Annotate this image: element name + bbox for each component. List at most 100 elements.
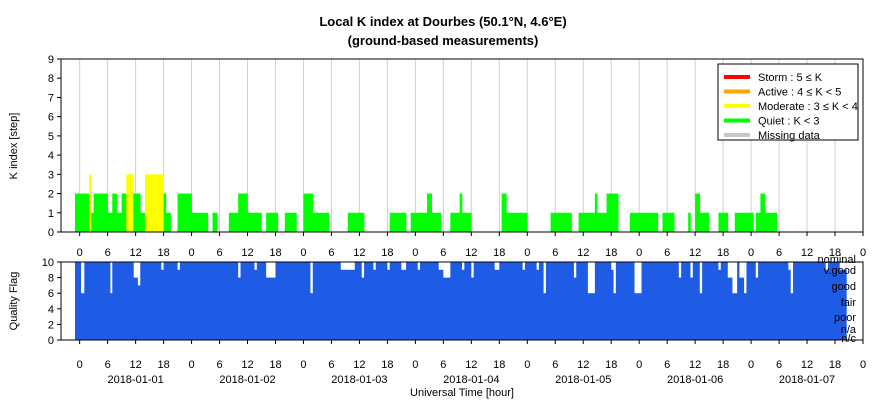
k-y-tick-label: 0 — [48, 227, 54, 239]
quality-level-label: fair — [841, 297, 857, 309]
k-bar — [291, 212, 295, 232]
k-x-tick-label: 12 — [801, 247, 813, 259]
quality-dip — [401, 262, 407, 270]
k-bar — [238, 193, 241, 232]
k-bar — [123, 193, 127, 232]
k-bar — [240, 193, 244, 232]
k-bar — [396, 212, 400, 232]
k-bar — [100, 193, 104, 232]
quality-level-label: poor — [834, 312, 856, 324]
k-bar — [550, 212, 554, 232]
quality-dip — [536, 262, 539, 270]
k-bar — [156, 174, 160, 232]
quality-dip — [373, 262, 376, 270]
k-bar — [646, 212, 649, 232]
quality-dip — [839, 262, 847, 270]
k-bar — [254, 212, 258, 232]
k-bar — [242, 193, 246, 232]
k-y-tick-label: 9 — [48, 54, 54, 66]
k-x-tick-label: 6 — [664, 247, 670, 259]
k-x-tick-label: 18 — [717, 247, 729, 259]
k-bar — [305, 193, 309, 232]
k-plot-frame — [60, 58, 864, 233]
quality-dip — [254, 262, 257, 270]
k-bar — [231, 212, 234, 232]
k-bar — [245, 193, 248, 232]
k-bar — [182, 193, 185, 232]
k-bar — [662, 212, 666, 232]
k-x-tick-label: 0 — [77, 247, 83, 259]
k-bar — [401, 212, 405, 232]
k-bar — [438, 212, 442, 232]
k-bar — [312, 212, 316, 232]
quality-dip — [825, 262, 829, 270]
chart-subtitle: (ground-based measurements) — [348, 33, 539, 48]
k-bar — [322, 212, 325, 232]
quality-y-axis-label: Quality Flag — [8, 272, 20, 331]
k-bar — [158, 174, 162, 232]
k-bar — [413, 212, 416, 232]
k-bar — [200, 212, 204, 232]
k-bar — [107, 212, 111, 232]
quality-dip — [310, 262, 313, 294]
k-bar — [350, 212, 353, 232]
date-label: 2018-01-04 — [443, 374, 499, 386]
k-bar — [562, 212, 565, 232]
quality-dip — [340, 262, 355, 270]
k-bar — [203, 212, 206, 232]
k-x-tick-label: 0 — [524, 247, 530, 259]
k-bar — [464, 212, 467, 232]
k-bar — [569, 212, 572, 232]
k-bar — [79, 193, 83, 232]
k-bar — [130, 174, 134, 232]
k-bar — [739, 212, 743, 232]
k-y-ticks: 0 1 2 3 4 5 6 7 8 9 — [48, 54, 61, 239]
k-bar — [247, 212, 251, 232]
k-bar — [161, 174, 164, 232]
k-x-ticks: 0 6 12 18 0 6 12 18 0 6 12 18 0 6 12 18 0 6 12 18 0 6 12 18 0 6 12… — [77, 232, 866, 259]
quality-x-tick-label: 6 — [328, 359, 334, 371]
quality-dip — [587, 262, 595, 294]
k-bar — [744, 212, 747, 232]
k-bar — [641, 212, 645, 232]
k-bar — [455, 212, 458, 232]
k-x-tick-label: 6 — [440, 247, 446, 259]
k-x-tick-label: 0 — [300, 247, 306, 259]
quality-dip — [177, 262, 180, 270]
k-bar — [184, 193, 188, 232]
quality-plot-frame — [60, 261, 864, 341]
quality-dip — [462, 262, 465, 270]
k-bar — [592, 212, 596, 232]
date-label: 2018-01-07 — [779, 374, 835, 386]
k-bar — [151, 174, 155, 232]
k-bar — [424, 212, 428, 232]
k-bar — [410, 212, 414, 232]
k-x-tick-label: 12 — [689, 247, 701, 259]
k-bar — [198, 212, 202, 232]
quality-x-tick-label: 0 — [860, 359, 866, 371]
k-bar — [748, 212, 752, 232]
k-bar — [611, 193, 614, 232]
k-bar — [142, 212, 146, 232]
k-bar — [95, 193, 99, 232]
k-bar — [434, 212, 437, 232]
k-bar — [81, 193, 85, 232]
k-bar — [520, 212, 523, 232]
quality-level-label: n/c — [841, 333, 856, 345]
k-x-tick-label: 18 — [605, 247, 617, 259]
quality-area — [74, 262, 847, 340]
quality-level-label: good — [832, 281, 856, 293]
quality-x-tick-label: 0 — [636, 359, 642, 371]
k-bar — [720, 212, 724, 232]
k-bar — [636, 212, 640, 232]
k-bar — [734, 212, 738, 232]
k-bar — [524, 212, 528, 232]
quality-x-tick-label: 12 — [801, 359, 813, 371]
k-bar — [259, 212, 262, 232]
date-label: 2018-01-01 — [107, 374, 163, 386]
date-label: 2018-01-03 — [331, 374, 387, 386]
quality-x-tick-label: 6 — [105, 359, 111, 371]
k-bar — [604, 212, 607, 232]
k-bar — [718, 212, 722, 232]
quality-x-tick-label: 0 — [412, 359, 418, 371]
